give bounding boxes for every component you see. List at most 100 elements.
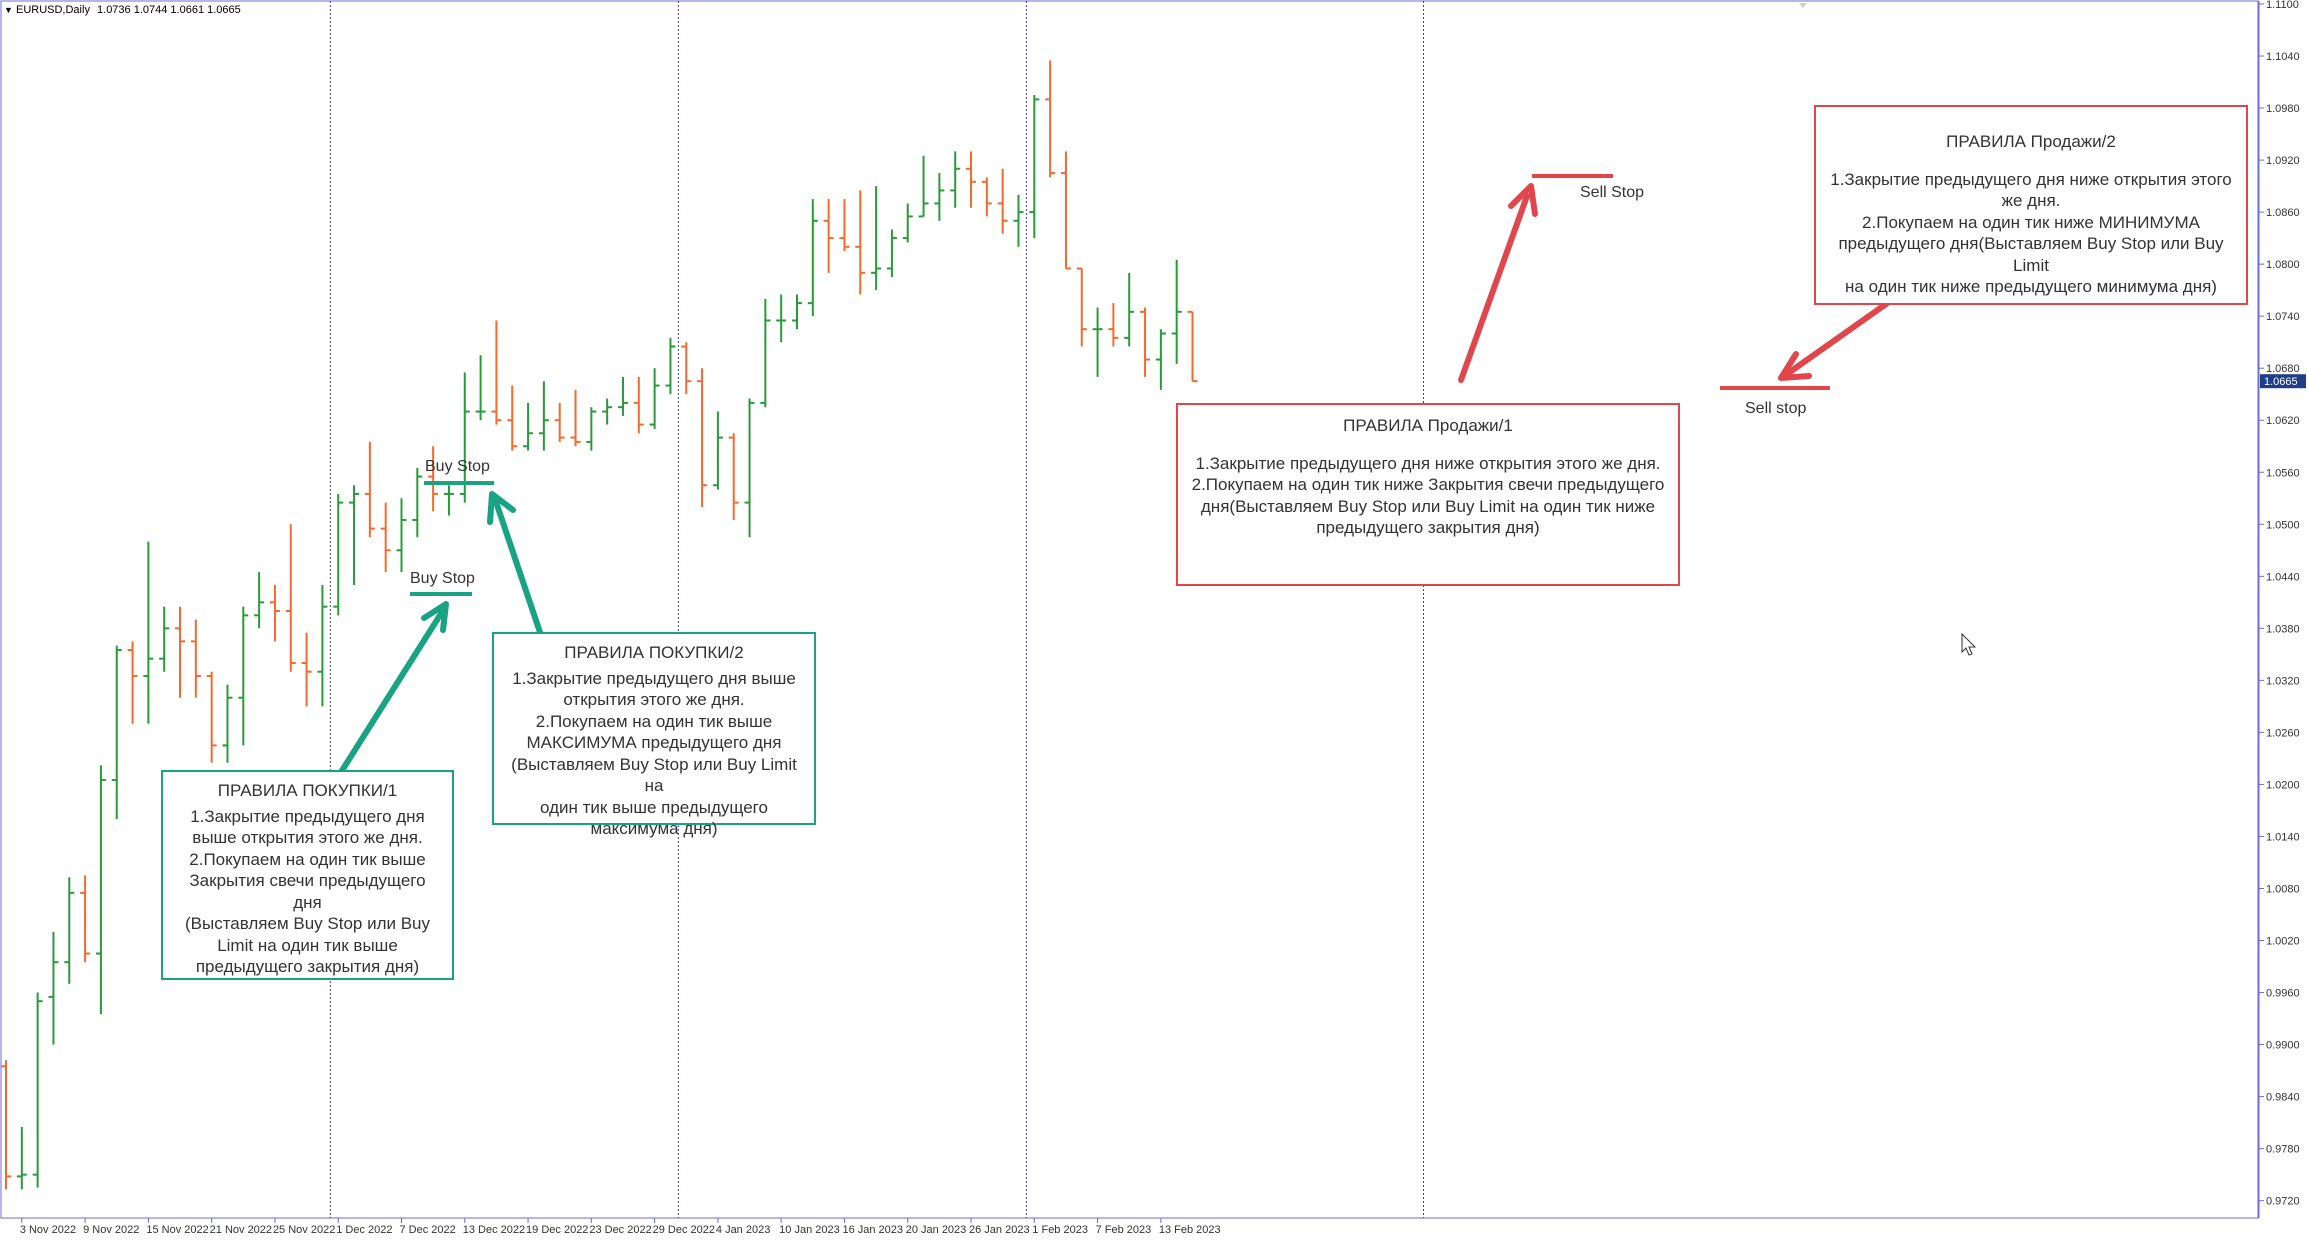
x-tick-label: 10 Jan 2023	[779, 1224, 840, 1236]
y-tick-label: 1.0680	[2266, 363, 2300, 375]
buy-rules-title-1: ПРАВИЛА ПОКУПКИ/1	[217, 781, 398, 800]
ohlc-bar	[649, 368, 660, 429]
x-tick-label: 1 Feb 2023	[1032, 1224, 1088, 1236]
sell-rules-line: же дня.	[2001, 191, 2061, 210]
ohlc-bar	[1124, 272, 1135, 347]
buy-rules-line: выше открытия этого же дня.	[192, 828, 423, 847]
buy-rules-line: 2.Покупаем на один тик выше	[535, 711, 773, 731]
ohlc-bar	[665, 337, 676, 395]
buy-rules-line: 1.Закрытие предыдущего дня	[190, 806, 425, 826]
ohlc-bar	[981, 177, 992, 217]
ohlc-bar	[855, 190, 866, 295]
ohlc-bar	[617, 376, 628, 416]
buy-rules-line: Закрытия свечи предыдущего дня	[189, 871, 426, 912]
ohlc-bar	[143, 541, 154, 724]
buy-rules-line: Limit на один тик выше	[217, 935, 398, 955]
arrow-sell-1	[1458, 183, 1538, 383]
arrow-buy-1	[333, 601, 449, 783]
ohlc-bar	[380, 502, 391, 572]
ohlc-bar	[254, 571, 265, 629]
sell-rules-line: дня(Выставляем Buy Stop или Buy Limit на…	[1200, 496, 1656, 516]
y-tick-label: 1.0140	[2266, 831, 2300, 843]
y-tick-label: 1.0440	[2266, 571, 2300, 583]
ohlc-bar	[792, 294, 802, 330]
ohlc-bar	[570, 389, 581, 447]
x-tick-label: 7 Feb 2023	[1096, 1224, 1152, 1236]
x-tick-label: 3 Nov 2022	[20, 1224, 76, 1236]
ohlc-bar	[918, 155, 929, 218]
ohlc-bar	[111, 645, 122, 820]
sell-rules-line: 2.Покупаем на один тик ниже МИНИМУМА	[1862, 212, 2200, 232]
ohlc-bar	[538, 381, 549, 451]
ohlc-bar	[1029, 95, 1040, 239]
sell-stop-label-1: Sell Stop	[1580, 184, 1645, 201]
chart-shift-marker-icon	[1799, 3, 1807, 8]
x-tick-label: 21 Nov 2022	[210, 1224, 272, 1236]
y-tick-label: 1.1040	[2266, 51, 2300, 63]
ohlc-bar	[269, 584, 280, 642]
y-axis: 1.1100 1.1040 1.0980 1.0920 1.0860 1.0800 1.07…	[2259, 0, 2300, 1208]
y-tick-label: 0.9840	[2266, 1092, 2300, 1104]
ohlc-bar	[301, 632, 312, 707]
arrow-buy-2	[487, 491, 549, 653]
ohlc-bar	[1013, 194, 1024, 247]
ohlc-bar	[602, 398, 613, 425]
x-tick-label: 20 Jan 2023	[906, 1224, 967, 1236]
buy-stop-label-1: Buy Stop	[410, 570, 475, 587]
buy-rules-line: МАКСИМУМА предыдущего дня	[526, 733, 782, 752]
ohlc-bar	[459, 372, 470, 503]
y-tick-label: 1.0920	[2266, 155, 2300, 167]
x-tick-label: 26 Jan 2023	[969, 1224, 1030, 1236]
ohlc-bar	[428, 446, 439, 512]
chart-menu-triangle-icon[interactable]: ▼	[4, 5, 13, 15]
ohlc-bar	[1076, 267, 1087, 347]
symbol-label: EURUSD,Daily	[15, 4, 90, 16]
y-tick-label: 1.0260	[2266, 727, 2300, 739]
y-tick-label: 1.0500	[2266, 519, 2300, 531]
x-tick-label: 19 Dec 2022	[526, 1224, 588, 1236]
x-tick-label: 13 Feb 2023	[1159, 1224, 1221, 1236]
ohlc-bar	[64, 877, 75, 984]
ohlc-bar	[950, 151, 961, 208]
ohlc-bar	[1140, 307, 1151, 377]
ohlc-bar	[16, 1126, 27, 1190]
buy-stop-label-2: Buy Stop	[425, 458, 490, 475]
ohlc-bar	[32, 992, 43, 1188]
ohlc-bar	[190, 619, 201, 698]
x-tick-label: 9 Nov 2022	[83, 1224, 139, 1236]
ohlc-bar	[807, 199, 818, 317]
x-tick-label: 1 Dec 2022	[336, 1224, 392, 1236]
ohlc-bar	[697, 368, 708, 507]
buy-rules-line: 2.Покупаем на один тик выше	[189, 849, 426, 869]
current-price-box	[2260, 374, 2306, 389]
ohlc-bar	[1092, 307, 1103, 377]
ohlc-bar	[523, 402, 534, 451]
ohlc-bar	[159, 606, 170, 672]
ohlc-bar	[206, 671, 217, 763]
y-tick-label: 1.0560	[2266, 467, 2300, 479]
y-tick-label: 1.1100	[2266, 0, 2299, 11]
sell-rules-box-1: ПРАВИЛА Продажи/1 1.Закрытие предыдущего…	[1176, 403, 1680, 586]
ohlc-bar	[127, 641, 138, 724]
buy-rules-box-1: ПРАВИЛА ПОКУПКИ/1 1.Закрытие предыдущего…	[161, 770, 454, 980]
ohlc-bar	[934, 173, 945, 221]
ohlc-bar	[633, 376, 644, 434]
y-tick-label: 1.0740	[2266, 311, 2300, 323]
buy-rules-line: (Выставляем Buy Stop или Buy	[184, 914, 431, 933]
x-tick-label: 13 Dec 2022	[463, 1224, 525, 1236]
ohlc-bar	[1155, 329, 1166, 390]
current-price-label: 1.0665	[2264, 376, 2298, 388]
y-tick-label: 0.9900	[2266, 1040, 2300, 1052]
x-tick-label: 4 Jan 2023	[716, 1224, 770, 1236]
ohlc-bar	[586, 407, 597, 451]
ohlc-bar	[285, 524, 296, 672]
ohlc-bar	[886, 229, 897, 278]
buy-rules-line: 1.Закрытие предыдущего дня выше	[512, 668, 796, 688]
buy-rules-line: один тик выше предыдущего	[540, 797, 768, 817]
sell-rules-line: предыдущего закрытия дня)	[1316, 518, 1540, 537]
y-tick-label: 1.0380	[2266, 623, 2300, 635]
sell-rules-title-2: ПРАВИЛА Продажи/2	[1946, 132, 2116, 151]
y-tick-label: 0.9720	[2266, 1196, 2300, 1208]
